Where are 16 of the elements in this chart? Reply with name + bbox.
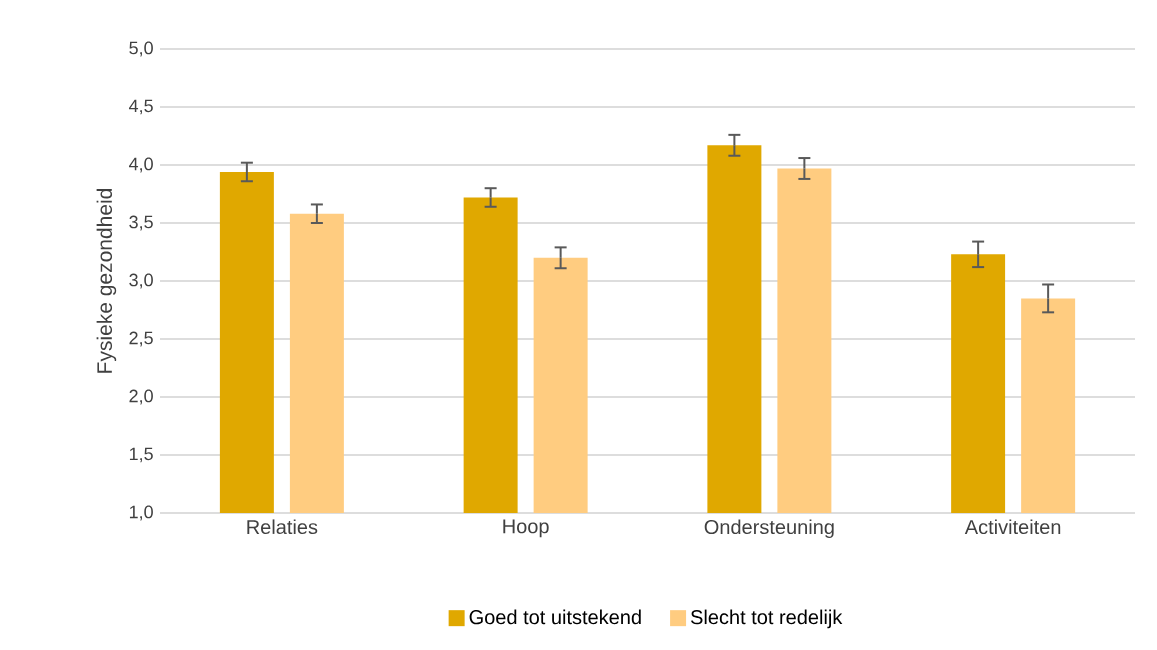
x-tick-label: Activiteiten xyxy=(964,519,1061,535)
y-tick-label: 2,5 xyxy=(129,331,153,347)
y-tick-label: 1,5 xyxy=(129,447,153,463)
x-tick-label: Ondersteuning xyxy=(704,519,834,539)
y-tick-label: 1,0 xyxy=(129,505,153,521)
x-tick-label: Relaties xyxy=(247,519,318,535)
y-tick-label: 4,5 xyxy=(128,99,153,115)
legend-label: Slecht tot redelijk xyxy=(690,609,843,629)
y-tick-label: 3,0 xyxy=(129,273,153,289)
x-tick-label: Hoop xyxy=(503,519,549,538)
y-tick-label: 2,0 xyxy=(129,389,153,405)
legend-label: Goed tot uitstekend xyxy=(469,609,641,625)
y-tick-label: 4,0 xyxy=(128,157,153,173)
y-tick-label: 5,0 xyxy=(129,41,153,57)
y-tick-label: 3,5 xyxy=(129,215,153,231)
y-axis-title: Fysieke gezondheid xyxy=(96,189,117,373)
